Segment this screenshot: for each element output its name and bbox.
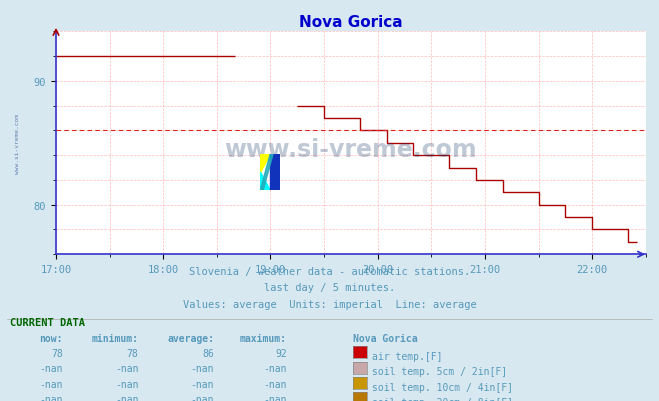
Text: -nan: -nan [115, 394, 138, 401]
Text: -nan: -nan [263, 394, 287, 401]
Text: -nan: -nan [263, 363, 287, 373]
Text: CURRENT DATA: CURRENT DATA [10, 317, 85, 327]
Text: -nan: -nan [190, 394, 214, 401]
Title: Nova Gorica: Nova Gorica [299, 14, 403, 30]
Text: -nan: -nan [190, 379, 214, 389]
Text: -nan: -nan [115, 379, 138, 389]
Text: Slovenia / weather data - automatic stations.: Slovenia / weather data - automatic stat… [189, 267, 470, 277]
Text: www.si-vreme.com: www.si-vreme.com [225, 138, 477, 162]
Text: minimum:: minimum: [92, 333, 138, 343]
Text: air temp.[F]: air temp.[F] [372, 351, 443, 361]
Text: -nan: -nan [115, 363, 138, 373]
Text: maximum:: maximum: [240, 333, 287, 343]
Text: www.si-vreme.com: www.si-vreme.com [15, 113, 20, 173]
Text: soil temp. 20cm / 8in[F]: soil temp. 20cm / 8in[F] [372, 397, 513, 401]
Polygon shape [260, 172, 270, 190]
Text: 92: 92 [275, 348, 287, 358]
Text: soil temp. 5cm / 2in[F]: soil temp. 5cm / 2in[F] [372, 367, 507, 376]
Text: -nan: -nan [39, 379, 63, 389]
Polygon shape [270, 154, 280, 190]
Text: now:: now: [39, 333, 63, 343]
Text: -nan: -nan [39, 394, 63, 401]
Text: -nan: -nan [39, 363, 63, 373]
Text: 78: 78 [51, 348, 63, 358]
Text: last day / 5 minutes.: last day / 5 minutes. [264, 283, 395, 293]
Text: Nova Gorica: Nova Gorica [353, 333, 417, 343]
Text: -nan: -nan [190, 363, 214, 373]
Text: 86: 86 [202, 348, 214, 358]
Text: 78: 78 [127, 348, 138, 358]
Text: soil temp. 10cm / 4in[F]: soil temp. 10cm / 4in[F] [372, 382, 513, 391]
Polygon shape [260, 154, 270, 172]
Polygon shape [260, 154, 273, 190]
Text: average:: average: [167, 333, 214, 343]
Text: -nan: -nan [263, 379, 287, 389]
Text: Values: average  Units: imperial  Line: average: Values: average Units: imperial Line: av… [183, 299, 476, 309]
